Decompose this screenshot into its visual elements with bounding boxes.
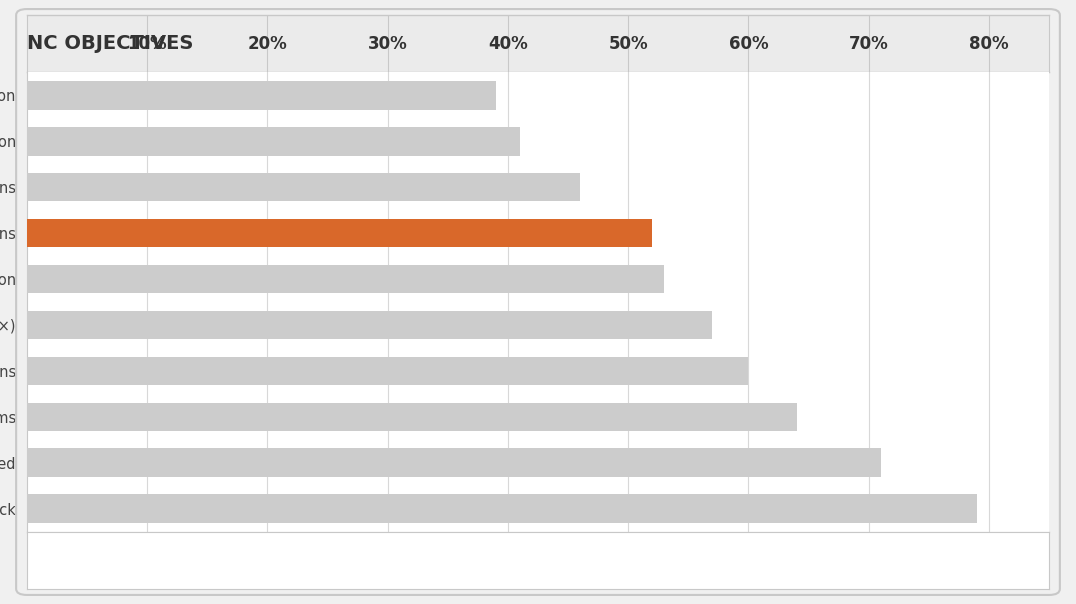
- Bar: [27, 173, 580, 202]
- Text: 10%: 10%: [127, 35, 167, 53]
- Text: 80%: 80%: [969, 35, 1009, 53]
- Text: 50%: 50%: [608, 35, 648, 53]
- Bar: [27, 127, 520, 156]
- Text: 60%: 60%: [728, 35, 768, 53]
- Bar: [27, 402, 796, 431]
- Bar: [27, 265, 664, 294]
- Text: NC OBJECTIVES: NC OBJECTIVES: [27, 34, 194, 53]
- Bar: [27, 310, 712, 339]
- Text: 70%: 70%: [849, 35, 889, 53]
- Text: 20%: 20%: [247, 35, 287, 53]
- Text: 30%: 30%: [368, 35, 408, 53]
- Bar: [27, 494, 977, 523]
- Bar: [27, 81, 496, 110]
- Bar: [27, 219, 652, 248]
- Bar: [27, 448, 881, 477]
- Text: 40%: 40%: [489, 35, 528, 53]
- Bar: [27, 356, 749, 385]
